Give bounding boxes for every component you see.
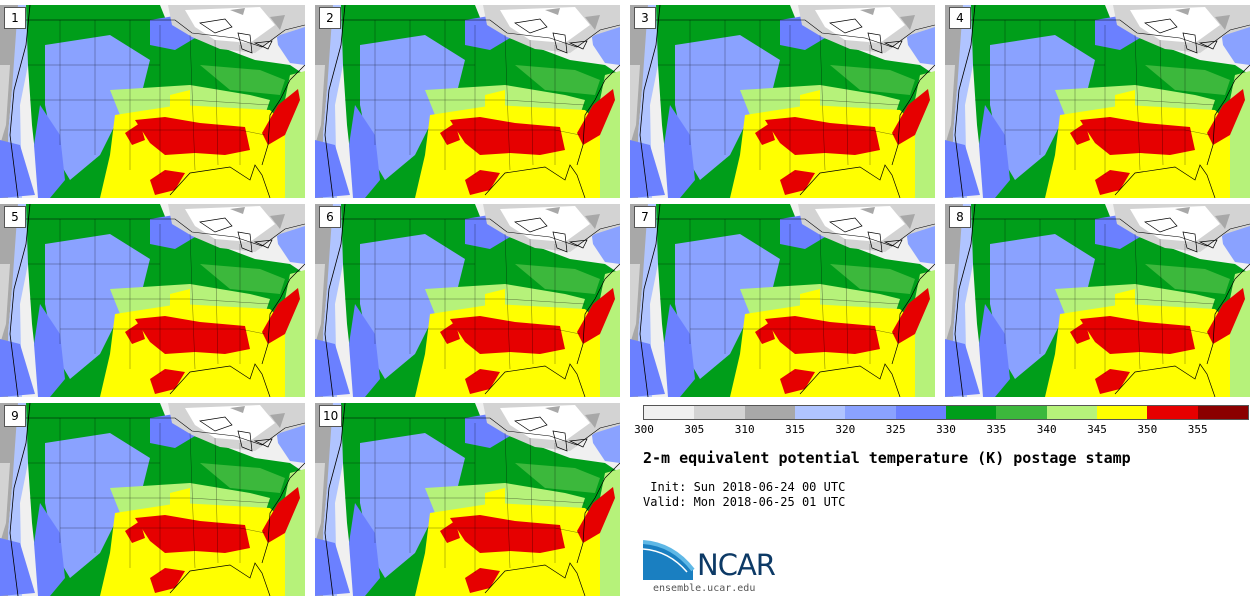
colorbar-tick-label: 345 [1087,423,1107,436]
theta-e-map [630,204,935,397]
member-panel: 1 [0,5,305,198]
colorbar-segment [996,406,1047,419]
colorbar-tick-label: 320 [835,423,856,436]
panel-number: 8 [949,206,971,228]
colorbar-tick-label: 325 [885,423,906,436]
theta-e-map [315,403,620,596]
colorbar-tick-label: 315 [785,423,805,436]
member-panel: 7 [630,204,935,397]
theta-e-map [945,5,1250,198]
colorbar-segment [945,406,997,419]
panel-number: 3 [634,7,656,29]
member-panel: 2 [315,5,620,198]
colorbar-tick-label: 355 [1187,423,1208,436]
colorbar-tick-label: 310 [734,423,755,436]
member-panel: 8 [945,204,1250,397]
colorbar-tick-label: 350 [1137,423,1158,436]
colorbar-segment [895,406,946,419]
colorbar-segment [644,406,695,419]
colorbar-ticks: 300 305 310 315 320 325 330 335 340 345 350 355 [634,423,1249,439]
colorbar-tick-label: 335 [986,423,1007,436]
colorbar-segment [1096,406,1148,419]
panel-number: 1 [4,7,26,29]
ncar-logo-text: NCAR [697,548,776,582]
valid-time: Valid: Mon 2018-06-25 01 UTC [643,495,846,509]
colorbar-segment [694,406,745,419]
theta-e-map [0,5,305,198]
member-panel: 9 [0,403,305,596]
colorbar [643,405,1249,420]
plot-title: 2-m equivalent potential temperature (K)… [643,449,1131,467]
member-panel: 4 [945,5,1250,198]
member-panel: 6 [315,204,620,397]
colorbar-tick-label: 305 [684,423,705,436]
site-url: ensemble.ucar.edu [653,583,756,594]
theta-e-map [0,204,305,397]
theta-e-map [630,5,935,198]
member-panel: 3 [630,5,935,198]
theta-e-map [945,204,1250,397]
theta-e-map [315,204,620,397]
ncar-logo-icon [643,540,695,580]
colorbar-segment [794,406,846,419]
colorbar-segment [1147,406,1198,419]
colorbar-segment [845,406,896,419]
colorbar-segment [1197,406,1248,419]
member-panel: 5 [0,204,305,397]
colorbar-segment [744,406,795,419]
theta-e-map [0,403,305,596]
colorbar-segment [1046,406,1097,419]
panel-number: 9 [4,405,26,427]
panel-number: 10 [319,405,343,427]
panel-number: 2 [319,7,341,29]
colorbar-tick-label: 340 [1036,423,1057,436]
member-panel: 10 [315,403,620,596]
colorbar-tick-label: 300 [634,423,654,436]
panel-number: 7 [634,206,656,228]
colorbar-tick-label: 330 [936,423,956,436]
panel-number: 4 [949,7,971,29]
init-time: Init: Sun 2018-06-24 00 UTC [643,480,846,494]
panel-number: 5 [4,206,26,228]
theta-e-map [315,5,620,198]
panel-number: 6 [319,206,341,228]
